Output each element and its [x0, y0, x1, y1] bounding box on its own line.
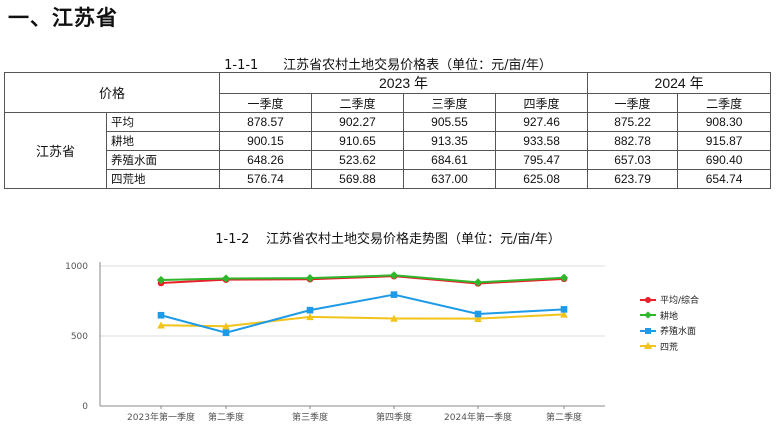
quarter-header: 一季度	[587, 93, 679, 113]
value-cell: 690.40	[677, 150, 772, 170]
section-heading: 一、江苏省	[8, 6, 118, 30]
legend-item: 耕地	[640, 308, 699, 324]
quarter-header: 四季度	[495, 93, 589, 113]
value-cell: 623.79	[587, 169, 679, 189]
legend-label: 平均/综合	[660, 296, 700, 307]
value-cell: 915.87	[677, 131, 772, 151]
header-label: 价格	[3, 72, 221, 113]
value-cell: 908.30	[677, 112, 772, 132]
table-row: 耕地 900.15 910.65 913.35 933.58 882.78 91…	[5, 131, 772, 151]
series-line	[160, 293, 565, 334]
data-point	[559, 273, 569, 282]
legend-item: 养殖水面	[640, 323, 699, 339]
x-tick-label: 第二季度	[546, 411, 582, 423]
price-trend-chart: 0 500 1000 2023年第一季度 第二季度 第三季度 第四季度 2024年第一季度 第二…	[65, 262, 605, 423]
value-cell: 625.08	[495, 169, 589, 189]
data-point	[306, 306, 314, 314]
chart-title: 1-1-2 江苏省农村土地交易价格走势图（单位：元/亩/年）	[215, 232, 561, 247]
series-line	[160, 274, 565, 284]
data-point	[306, 313, 314, 321]
legend-label: 四荒	[660, 342, 679, 353]
x-tick-label: 第四季度	[376, 411, 412, 423]
x-tick-label: 第二季度	[208, 411, 244, 423]
x-tick-label: 第三季度	[292, 411, 328, 423]
value-cell: 523.62	[311, 150, 405, 170]
quarter-header: 一季度	[219, 93, 313, 113]
value-cell: 654.74	[677, 169, 772, 189]
row-label: 四荒地	[105, 169, 221, 189]
data-point	[560, 306, 568, 313]
legend-item: 四荒	[640, 339, 699, 355]
value-cell: 913.35	[403, 131, 497, 151]
value-cell: 878.57	[219, 112, 313, 132]
y-tick-label: 0	[82, 402, 88, 412]
quarter-header: 三季度	[403, 93, 497, 113]
x-tick-label: 2023年第一季度	[127, 411, 195, 423]
legend-swatch	[640, 310, 656, 320]
value-cell: 927.46	[495, 112, 589, 132]
table-row: 江苏省 平均 878.57 902.27 905.55 927.46 875.2…	[4, 112, 772, 189]
data-point	[390, 291, 398, 298]
data-point	[389, 271, 399, 280]
data-point	[156, 275, 166, 285]
value-cell: 933.58	[495, 131, 589, 151]
value-cell: 882.78	[587, 131, 679, 151]
chart-legend: 平均/综合耕地养殖水面四荒	[640, 292, 699, 354]
province-cell: 江苏省	[4, 112, 107, 189]
price-table: 价格 2023 年 2024 年 一季度 二季度 三季度 四季度 一季度 二季度…	[3, 72, 772, 189]
table-caption: 1-1-1 江苏省农村土地交易价格表（单位：元/亩/年）	[224, 58, 552, 73]
data-point	[474, 310, 482, 318]
value-cell: 910.65	[311, 131, 405, 151]
year-header-2024: 2024 年	[587, 72, 772, 94]
data-point	[305, 274, 315, 283]
row-label: 养殖水面	[105, 150, 221, 170]
legend-swatch	[640, 295, 656, 305]
data-point	[222, 329, 230, 336]
value-cell: 569.88	[311, 169, 405, 189]
value-cell: 637.00	[403, 169, 497, 189]
year-header-2023: 2023 年	[219, 72, 589, 94]
value-cell: 684.61	[403, 150, 497, 170]
y-tick-label: 500	[71, 332, 88, 342]
data-point	[560, 310, 568, 318]
x-tick-label: 2024年第一季度	[444, 411, 512, 423]
legend-swatch	[640, 326, 656, 336]
row-label: 耕地	[105, 131, 221, 151]
data-point	[473, 278, 483, 287]
legend-item: 平均/综合	[640, 292, 699, 308]
table-row: 养殖水面 648.26 523.62 684.61 795.47 657.03 …	[5, 150, 772, 170]
quarter-header: 二季度	[311, 93, 405, 113]
legend-swatch	[640, 341, 656, 351]
y-tick-label: 1000	[65, 262, 88, 272]
value-cell: 900.15	[219, 131, 313, 151]
value-cell: 576.74	[219, 169, 313, 189]
value-cell: 902.27	[311, 112, 405, 132]
legend-label: 耕地	[660, 311, 679, 322]
value-cell: 648.26	[219, 150, 313, 170]
row-label: 平均	[105, 112, 221, 132]
data-point	[474, 314, 482, 322]
data-point	[221, 274, 231, 283]
value-cell: 657.03	[587, 150, 679, 170]
series-line	[160, 313, 565, 328]
value-cell: 905.55	[403, 112, 497, 132]
legend-label: 养殖水面	[660, 327, 697, 338]
data-point	[222, 322, 230, 330]
table-row: 四荒地 576.74 569.88 637.00 625.08 623.79 6…	[5, 169, 772, 189]
value-cell: 875.22	[587, 112, 679, 132]
quarter-header: 二季度	[677, 93, 772, 113]
data-point	[157, 311, 165, 319]
value-cell: 795.47	[495, 150, 589, 170]
data-point	[390, 314, 398, 322]
data-point	[157, 321, 165, 329]
